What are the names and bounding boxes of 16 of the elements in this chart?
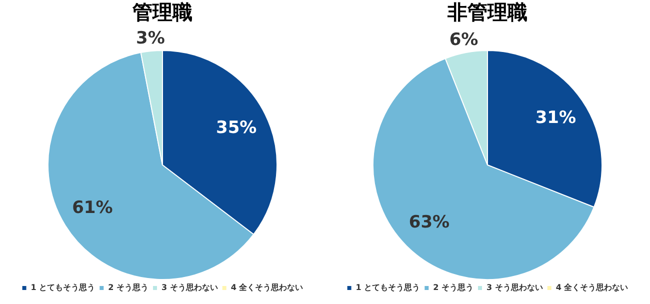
chart-title: 管理職 bbox=[132, 0, 192, 24]
legend-label: 2 そう思う bbox=[433, 283, 474, 292]
data-label: 3% bbox=[136, 28, 165, 48]
legend-label: 2 そう思う bbox=[108, 283, 149, 292]
legend-label: 3 そう思わない bbox=[162, 283, 218, 292]
data-label: 35% bbox=[216, 118, 257, 138]
chart-title: 非管理職 bbox=[446, 0, 528, 24]
legend-label: 3 そう思わない bbox=[486, 283, 543, 292]
legend-label: 1 とてもそう思う bbox=[356, 283, 420, 292]
legend-label: 4 全くそう思わない bbox=[230, 283, 304, 292]
legend-label: 1 とてもそう思う bbox=[30, 283, 96, 292]
data-label: 6% bbox=[449, 30, 478, 50]
data-label: 63% bbox=[408, 212, 450, 233]
legend-label: 4 全くそう思わない bbox=[556, 283, 628, 292]
data-label: 31% bbox=[535, 108, 576, 128]
data-label: 61% bbox=[72, 198, 113, 218]
